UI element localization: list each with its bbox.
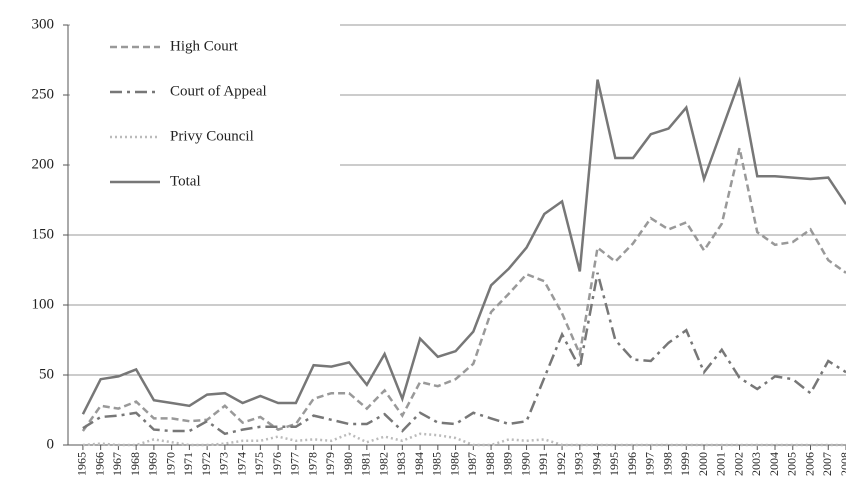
x-tick-label: 1976 xyxy=(270,452,284,476)
x-tick-label: 1974 xyxy=(234,452,248,476)
x-tick-label: 1977 xyxy=(288,452,302,476)
x-tick-label: 1972 xyxy=(199,452,213,476)
series-line xyxy=(81,147,846,432)
x-tick-label: 1991 xyxy=(536,452,550,476)
x-tick-label: 1981 xyxy=(359,452,373,476)
y-tick-label: 150 xyxy=(32,226,55,242)
x-tick-label: 2005 xyxy=(785,452,799,476)
x-tick-label: 1983 xyxy=(394,452,408,476)
y-tick-label: 100 xyxy=(32,296,55,312)
series-line xyxy=(81,76,846,415)
legend-label: Total xyxy=(170,173,201,189)
x-tick-label: 1989 xyxy=(501,452,515,476)
x-tick-label: 1979 xyxy=(323,452,337,476)
x-tick-label: 1998 xyxy=(660,452,674,476)
x-tick-label: 2007 xyxy=(820,452,834,476)
x-tick-label: 1970 xyxy=(163,452,177,476)
x-tick-label: 1994 xyxy=(589,452,603,476)
x-tick-label: 1969 xyxy=(146,452,160,476)
x-tick-label: 1975 xyxy=(252,452,266,476)
x-tick-label: 1996 xyxy=(625,452,639,476)
y-tick-label: 0 xyxy=(47,436,55,452)
x-tick-label: 2000 xyxy=(696,452,710,476)
y-tick-label: 50 xyxy=(39,366,54,382)
y-tick-label: 300 xyxy=(32,16,55,32)
x-tick-label: 1967 xyxy=(110,452,124,476)
x-tick-label: 1980 xyxy=(341,452,355,476)
x-tick-label: 1987 xyxy=(465,452,479,476)
x-tick-label: 1999 xyxy=(678,452,692,476)
series-line xyxy=(82,432,846,447)
legend-label: Privy Council xyxy=(170,128,254,144)
x-tick-label: 1992 xyxy=(554,452,568,476)
legend-label: High Court xyxy=(170,38,239,54)
y-tick-label: 200 xyxy=(32,156,55,172)
x-tick-label: 2004 xyxy=(767,452,781,476)
x-tick-label: 1985 xyxy=(430,452,444,476)
x-tick-label: 1990 xyxy=(518,452,532,476)
x-tick-label: 1986 xyxy=(447,452,461,476)
x-tick-label: 1988 xyxy=(483,452,497,476)
x-tick-label: 1966 xyxy=(92,452,106,476)
series-line xyxy=(82,272,846,436)
x-tick-label: 2008 xyxy=(838,452,846,476)
x-tick-label: 2001 xyxy=(714,452,728,476)
x-tick-label: 1968 xyxy=(128,452,142,476)
legend-label: Court of Appeal xyxy=(170,83,267,99)
x-tick-label: 2002 xyxy=(731,452,745,476)
legend-box xyxy=(70,22,340,207)
y-tick-label: 250 xyxy=(32,86,55,102)
x-tick-label: 1993 xyxy=(572,452,586,476)
x-tick-label: 1997 xyxy=(643,452,657,476)
x-tick-label: 1973 xyxy=(217,452,231,476)
x-tick-label: 1982 xyxy=(376,452,390,476)
x-tick-label: 2006 xyxy=(802,452,816,476)
x-tick-label: 1995 xyxy=(607,452,621,476)
x-tick-label: 2003 xyxy=(749,452,763,476)
x-tick-label: 1978 xyxy=(305,452,319,476)
x-tick-label: 1984 xyxy=(412,452,426,476)
x-tick-label: 1965 xyxy=(75,452,89,476)
x-tick-label: 1971 xyxy=(181,452,195,476)
